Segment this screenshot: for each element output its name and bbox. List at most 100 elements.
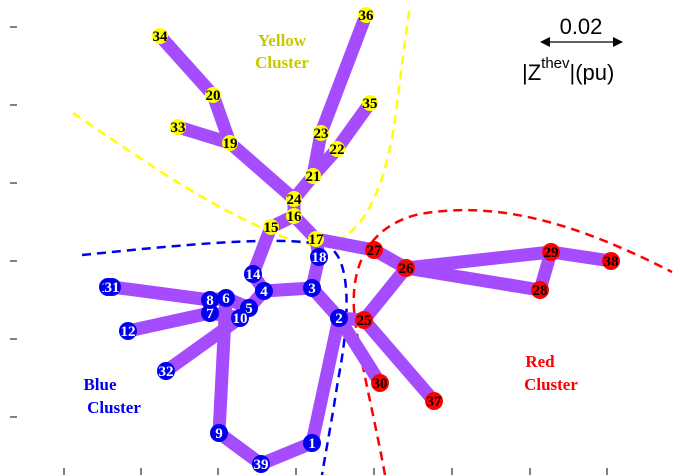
node-label-35: 35 bbox=[363, 96, 378, 112]
node-label-29: 29 bbox=[544, 245, 559, 261]
nodes: 1234567891011121415161718192021222324252… bbox=[99, 7, 620, 473]
node-34: 34 bbox=[152, 28, 168, 45]
node-marker-37 bbox=[425, 392, 443, 410]
edge-25-37 bbox=[357, 313, 441, 408]
node-label-5: 5 bbox=[245, 301, 253, 317]
edge-35-22 bbox=[330, 96, 377, 156]
scale-bar-arrowhead-left bbox=[540, 37, 550, 47]
node-label-24: 24 bbox=[287, 192, 303, 208]
node-marker-4 bbox=[255, 282, 273, 300]
node-18: 18 bbox=[310, 248, 328, 266]
blue-cluster-label-line1: Blue bbox=[83, 375, 117, 394]
node-22: 22 bbox=[329, 141, 345, 158]
node-label-15: 15 bbox=[264, 220, 279, 236]
node-marker-38 bbox=[602, 252, 620, 270]
node-label-7: 7 bbox=[206, 306, 214, 322]
node-label-3: 3 bbox=[308, 281, 316, 297]
node-12: 12 bbox=[119, 322, 137, 340]
node-24: 24 bbox=[286, 191, 302, 208]
node-7: 7 bbox=[201, 304, 219, 322]
node-label-33: 33 bbox=[171, 120, 186, 136]
node-6: 6 bbox=[217, 289, 235, 307]
node-26: 26 bbox=[397, 259, 415, 277]
edge-33-19 bbox=[171, 120, 237, 150]
node-4: 4 bbox=[255, 282, 273, 300]
node-label-8: 8 bbox=[206, 293, 214, 309]
node-20: 20 bbox=[205, 87, 221, 104]
edge-29-38 bbox=[544, 245, 618, 268]
node-27: 27 bbox=[365, 241, 383, 259]
node-marker-3 bbox=[303, 279, 321, 297]
node-label-1: 1 bbox=[308, 436, 316, 452]
node-label-38: 38 bbox=[604, 254, 619, 270]
node-marker-33 bbox=[170, 119, 186, 135]
node-marker-16 bbox=[286, 208, 302, 224]
node-14: 14 bbox=[244, 265, 262, 283]
yellow-cluster-label-line2: Cluster bbox=[255, 53, 309, 72]
node-label-9: 9 bbox=[215, 426, 223, 442]
node-28: 28 bbox=[531, 281, 549, 299]
node-marker-2 bbox=[330, 309, 348, 327]
node-17: 17 bbox=[308, 231, 324, 248]
node-3: 3 bbox=[303, 279, 321, 297]
node-31: 31 bbox=[103, 278, 121, 296]
node-marker-23 bbox=[313, 125, 329, 141]
node-label-12: 12 bbox=[121, 324, 136, 340]
node-marker-36 bbox=[358, 7, 374, 23]
node-marker-17 bbox=[308, 231, 324, 247]
node-label-22: 22 bbox=[330, 142, 345, 158]
red-cluster-label-line2: Cluster bbox=[524, 375, 578, 394]
node-label-37: 37 bbox=[427, 394, 443, 410]
scale-bar: 0.02 |Zthev|(pu) bbox=[522, 14, 623, 85]
node-label-6: 6 bbox=[222, 291, 230, 307]
node-33: 33 bbox=[170, 119, 186, 136]
red-cluster-label: Red Cluster bbox=[524, 352, 578, 394]
node-marker-10 bbox=[231, 309, 249, 327]
node-label-25: 25 bbox=[357, 313, 372, 329]
node-label-16: 16 bbox=[287, 209, 303, 225]
node-16: 16 bbox=[286, 208, 302, 225]
edge-26-29 bbox=[399, 245, 558, 275]
edge-25-26 bbox=[357, 261, 413, 327]
scale-bar-unit-sup: thev bbox=[541, 55, 570, 72]
node-label-23: 23 bbox=[314, 126, 329, 142]
node-marker-1 bbox=[303, 434, 321, 452]
node-23: 23 bbox=[313, 125, 329, 142]
node-32: 32 bbox=[157, 362, 175, 380]
node-marker-12 bbox=[119, 322, 137, 340]
node-label-28: 28 bbox=[533, 283, 548, 299]
scale-bar-unit-suffix: |(pu) bbox=[570, 60, 615, 85]
node-2: 2 bbox=[330, 309, 348, 327]
node-label-21: 21 bbox=[306, 169, 321, 185]
node-marker-15 bbox=[263, 219, 279, 235]
scale-bar-value: 0.02 bbox=[560, 14, 603, 39]
node-37: 37 bbox=[425, 392, 443, 410]
edge-36-23 bbox=[314, 8, 373, 140]
node-label-39: 39 bbox=[254, 457, 269, 473]
node-marker-35 bbox=[362, 95, 378, 111]
node-10: 10 bbox=[231, 309, 249, 327]
node-25: 25 bbox=[355, 311, 373, 329]
blue-cluster-label-line2: Cluster bbox=[87, 398, 141, 417]
node-marker-21 bbox=[305, 168, 321, 184]
edge-17-27 bbox=[309, 232, 381, 257]
yellow-cluster-label: Yellow Cluster bbox=[255, 31, 309, 72]
edge-1-2 bbox=[305, 311, 346, 450]
node-marker-7 bbox=[201, 304, 219, 322]
node-marker-25 bbox=[355, 311, 373, 329]
node-marker-24 bbox=[286, 191, 302, 207]
node-marker-34 bbox=[152, 28, 168, 44]
node-label-14: 14 bbox=[246, 267, 262, 283]
node-marker-30 bbox=[371, 374, 389, 392]
node-marker-39 bbox=[252, 455, 270, 473]
node-8: 8 bbox=[201, 291, 219, 309]
edge-20-19 bbox=[206, 88, 237, 150]
node-marker-20 bbox=[205, 87, 221, 103]
node-label-30: 30 bbox=[373, 376, 388, 392]
node-38: 38 bbox=[602, 252, 620, 270]
red-cluster-label-line1: Red bbox=[525, 352, 555, 371]
node-29: 29 bbox=[542, 243, 560, 261]
node-label-32: 32 bbox=[159, 364, 174, 380]
node-marker-32 bbox=[157, 362, 175, 380]
node-marker-9 bbox=[210, 424, 228, 442]
